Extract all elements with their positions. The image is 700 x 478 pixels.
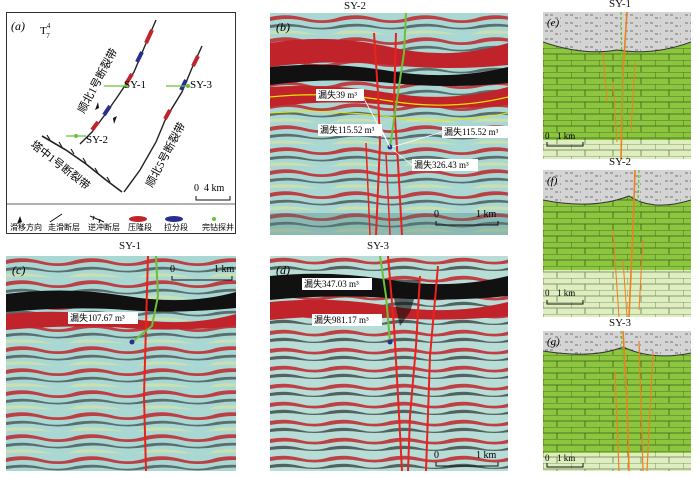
loss-annotation: 漏失981.17 m³ <box>314 314 369 325</box>
pull-apart-segment <box>135 51 144 63</box>
svg-text:走滑断层: 走滑断层 <box>48 222 80 232</box>
pressure-ridge-icon <box>129 216 147 222</box>
scale-zero: 0 <box>170 264 175 275</box>
strike-slip-icon <box>49 213 63 223</box>
well-trajectory <box>620 11 624 133</box>
well-sy2-marker[interactable] <box>66 134 86 138</box>
pressure-segment <box>144 29 154 44</box>
fault-map: (a) T4 7 SY-1 SY-2 SY-3 <box>6 12 236 234</box>
scale-zero: 0 <box>545 288 550 298</box>
svg-text:漏失115.52 m³: 漏失115.52 m³ <box>444 126 499 137</box>
svg-text:漏失115.52 m³: 漏失115.52 m³ <box>320 124 375 135</box>
scale-bar-label: 4 km <box>204 183 225 194</box>
scale-bar <box>435 462 499 467</box>
loss-annotation: 漏失107.67 m³ <box>70 312 125 323</box>
panel-f-label: (f) <box>547 175 558 187</box>
scale-bar-label: 1 km <box>557 131 575 141</box>
scale-zero: 0 <box>434 209 439 220</box>
well-trajectory <box>389 12 407 148</box>
pull-apart-icon <box>165 216 183 222</box>
fault-line <box>620 11 628 160</box>
well-sy3-marker[interactable] <box>166 84 190 88</box>
panel-d-seismic: (d) 漏失347.03 m³ 漏失981.17 m³ 0 1 km <box>270 255 508 472</box>
well-sy3-label: SY-3 <box>190 79 213 91</box>
svg-text:拉分段: 拉分段 <box>164 222 188 232</box>
well-trajectory <box>379 255 391 343</box>
scale-bar <box>546 463 584 468</box>
panel-b-label: (b) <box>276 20 290 34</box>
panel-c-title: SY-1 <box>118 240 141 252</box>
panel-g-title: SY-3 <box>608 317 631 329</box>
fault-belt-1 <box>79 19 157 145</box>
panel-a-label: (a) <box>11 19 25 33</box>
scale-bar <box>435 221 499 226</box>
legend: 滑移方向 走滑断层 逆冲断层 压隆段 拉分段 完钻探井 <box>10 213 234 232</box>
panel-b-title: SY-2 <box>343 0 366 12</box>
panel-b-seismic: (b) 漏失39 m³ 漏失115.52 m³ 漏失115.52 m³ 漏失32… <box>269 12 509 236</box>
fault-line <box>387 255 403 472</box>
svg-text:压隆段: 压隆段 <box>128 222 152 232</box>
fault-line <box>628 169 636 318</box>
tazhong-fault <box>41 135 123 193</box>
panel-d-label: (d) <box>276 263 290 277</box>
panel-e-model: (e) 0 1 km <box>542 11 692 160</box>
well-sy1-marker[interactable] <box>104 84 128 88</box>
well-sy1-label: SY-1 <box>124 79 146 91</box>
scale-bar <box>171 276 233 281</box>
loss-annotation: 漏失347.03 m³ <box>304 278 359 289</box>
well-sy2-label: SY-2 <box>86 134 108 146</box>
svg-text:完钻探井: 完钻探井 <box>202 222 234 232</box>
svg-text:漏失39 m³: 漏失39 m³ <box>318 89 357 100</box>
panel-f-model: (f) 0 1 km <box>542 169 692 318</box>
well-trajectory <box>636 169 640 241</box>
scale-bar <box>195 196 231 201</box>
slip-direction-icon <box>17 216 22 224</box>
fault-line <box>622 330 630 472</box>
thrust-fault-icon <box>89 215 105 224</box>
svg-text:漏失326.43 m³: 漏失326.43 m³ <box>414 159 469 170</box>
well-trajectory <box>131 255 160 343</box>
panel-d-title: SY-3 <box>366 240 389 252</box>
fault-line <box>142 255 149 472</box>
panel-g-model: (g) 0 1 km <box>542 330 692 472</box>
loss-annotations: 漏失39 m³ 漏失115.52 m³ 漏失115.52 m³ 漏失326.43… <box>316 89 508 171</box>
svg-text:逆冲断层: 逆冲断层 <box>88 222 120 232</box>
scale-zero: 0 <box>545 453 550 463</box>
well-trajectory <box>620 330 626 392</box>
scale-zero: 0 <box>545 131 550 141</box>
svg-text:滑移方向: 滑移方向 <box>10 222 42 232</box>
panel-e-label: (e) <box>547 17 560 29</box>
scale-bar <box>546 300 584 305</box>
scale-bar-label: 1 km <box>476 450 497 461</box>
panel-f-title: SY-2 <box>608 156 631 168</box>
panel-c-label: (c) <box>12 263 25 277</box>
scale-zero: 0 <box>194 183 199 194</box>
slip-arrow-icon <box>95 102 117 124</box>
fault-line <box>373 32 382 236</box>
scale-bar-label: 1 km <box>214 264 235 275</box>
horizon-label: T4 7 <box>40 22 51 40</box>
scale-bar-label: 1 km <box>557 288 575 298</box>
scale-bar-label: 1 km <box>557 453 575 463</box>
panel-a-map: (a) T4 7 SY-1 SY-2 SY-3 <box>6 12 236 234</box>
scale-bar-label: 1 km <box>476 209 497 220</box>
panel-e-title: SY-1 <box>608 0 631 10</box>
well-icon <box>212 217 216 221</box>
scale-zero: 0 <box>434 450 439 461</box>
panel-g-label: (g) <box>547 336 560 348</box>
scale-bar <box>546 142 584 147</box>
panel-c-seismic: (c) 漏失107.67 m³ 0 1 km <box>6 255 236 472</box>
